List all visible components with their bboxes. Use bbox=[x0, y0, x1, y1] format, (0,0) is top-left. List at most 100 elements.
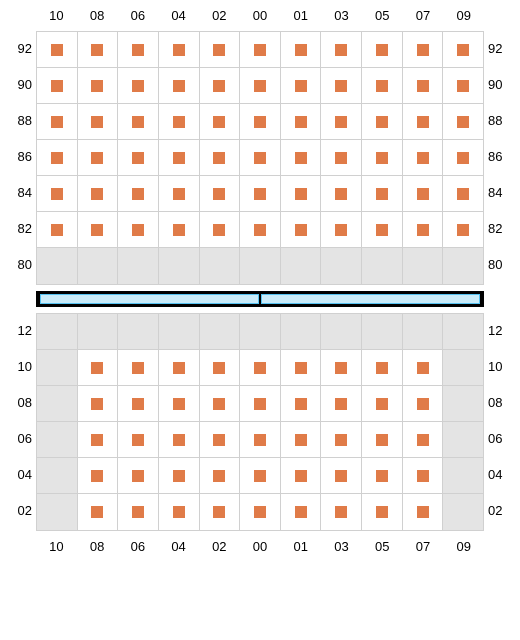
seat-cell[interactable] bbox=[78, 140, 119, 175]
seat-cell[interactable] bbox=[159, 104, 200, 139]
seat-cell[interactable] bbox=[240, 176, 281, 211]
seat-cell[interactable] bbox=[443, 32, 483, 67]
seat-cell[interactable] bbox=[200, 32, 241, 67]
seat-cell[interactable] bbox=[362, 458, 403, 493]
seat-cell[interactable] bbox=[78, 212, 119, 247]
seat-cell[interactable] bbox=[200, 422, 241, 457]
seat-cell[interactable] bbox=[403, 140, 444, 175]
seat-cell[interactable] bbox=[443, 68, 483, 103]
seat-cell[interactable] bbox=[281, 212, 322, 247]
seat-cell[interactable] bbox=[443, 212, 483, 247]
seat-cell[interactable] bbox=[240, 140, 281, 175]
seat-cell[interactable] bbox=[281, 32, 322, 67]
seat-cell[interactable] bbox=[200, 458, 241, 493]
seat-cell[interactable] bbox=[37, 140, 78, 175]
seat-cell[interactable] bbox=[118, 458, 159, 493]
seat-cell[interactable] bbox=[37, 104, 78, 139]
seat-cell[interactable] bbox=[362, 350, 403, 385]
seat-cell[interactable] bbox=[321, 104, 362, 139]
seat-cell[interactable] bbox=[321, 32, 362, 67]
seat-cell[interactable] bbox=[321, 422, 362, 457]
seat-cell[interactable] bbox=[240, 422, 281, 457]
seat-cell[interactable] bbox=[403, 422, 444, 457]
seat-cell[interactable] bbox=[362, 68, 403, 103]
seat-cell[interactable] bbox=[159, 212, 200, 247]
seat-cell[interactable] bbox=[321, 212, 362, 247]
seat-cell[interactable] bbox=[362, 176, 403, 211]
seat-cell[interactable] bbox=[240, 386, 281, 421]
seat-cell[interactable] bbox=[362, 212, 403, 247]
seat-cell[interactable] bbox=[118, 494, 159, 530]
seat-cell[interactable] bbox=[281, 458, 322, 493]
seat-cell[interactable] bbox=[362, 386, 403, 421]
seat-cell[interactable] bbox=[159, 422, 200, 457]
seat-cell[interactable] bbox=[118, 104, 159, 139]
seat-cell[interactable] bbox=[118, 32, 159, 67]
seat-cell[interactable] bbox=[362, 140, 403, 175]
seat-cell[interactable] bbox=[443, 140, 483, 175]
seat-cell[interactable] bbox=[200, 176, 241, 211]
seat-cell[interactable] bbox=[443, 176, 483, 211]
seat-cell[interactable] bbox=[321, 350, 362, 385]
seat-cell[interactable] bbox=[403, 104, 444, 139]
seat-cell[interactable] bbox=[321, 176, 362, 211]
seat-cell[interactable] bbox=[37, 176, 78, 211]
seat-cell[interactable] bbox=[281, 350, 322, 385]
seat-cell[interactable] bbox=[37, 32, 78, 67]
seat-cell[interactable] bbox=[159, 386, 200, 421]
seat-cell[interactable] bbox=[403, 32, 444, 67]
seat-cell[interactable] bbox=[240, 68, 281, 103]
seat-cell[interactable] bbox=[281, 422, 322, 457]
seat-cell[interactable] bbox=[240, 350, 281, 385]
seat-cell[interactable] bbox=[403, 494, 444, 530]
seat-cell[interactable] bbox=[240, 494, 281, 530]
seat-cell[interactable] bbox=[443, 104, 483, 139]
seat-cell[interactable] bbox=[200, 350, 241, 385]
seat-cell[interactable] bbox=[281, 386, 322, 421]
seat-cell[interactable] bbox=[321, 140, 362, 175]
seat-cell[interactable] bbox=[159, 458, 200, 493]
seat-cell[interactable] bbox=[200, 104, 241, 139]
seat-cell[interactable] bbox=[118, 212, 159, 247]
seat-cell[interactable] bbox=[240, 458, 281, 493]
seat-cell[interactable] bbox=[200, 140, 241, 175]
seat-cell[interactable] bbox=[362, 32, 403, 67]
seat-cell[interactable] bbox=[362, 104, 403, 139]
seat-cell[interactable] bbox=[78, 386, 119, 421]
seat-cell[interactable] bbox=[159, 494, 200, 530]
seat-cell[interactable] bbox=[362, 494, 403, 530]
seat-cell[interactable] bbox=[200, 386, 241, 421]
seat-cell[interactable] bbox=[281, 176, 322, 211]
seat-cell[interactable] bbox=[403, 68, 444, 103]
seat-cell[interactable] bbox=[281, 140, 322, 175]
seat-cell[interactable] bbox=[118, 386, 159, 421]
seat-cell[interactable] bbox=[403, 386, 444, 421]
seat-cell[interactable] bbox=[240, 212, 281, 247]
seat-cell[interactable] bbox=[200, 494, 241, 530]
seat-cell[interactable] bbox=[159, 32, 200, 67]
seat-cell[interactable] bbox=[200, 212, 241, 247]
seat-cell[interactable] bbox=[118, 140, 159, 175]
seat-cell[interactable] bbox=[321, 494, 362, 530]
seat-cell[interactable] bbox=[78, 104, 119, 139]
seat-cell[interactable] bbox=[159, 140, 200, 175]
seat-cell[interactable] bbox=[321, 68, 362, 103]
seat-cell[interactable] bbox=[159, 176, 200, 211]
seat-cell[interactable] bbox=[118, 68, 159, 103]
seat-cell[interactable] bbox=[159, 350, 200, 385]
seat-cell[interactable] bbox=[37, 212, 78, 247]
seat-cell[interactable] bbox=[118, 422, 159, 457]
seat-cell[interactable] bbox=[200, 68, 241, 103]
seat-cell[interactable] bbox=[403, 458, 444, 493]
seat-cell[interactable] bbox=[37, 68, 78, 103]
seat-cell[interactable] bbox=[281, 494, 322, 530]
seat-cell[interactable] bbox=[118, 350, 159, 385]
seat-cell[interactable] bbox=[240, 104, 281, 139]
seat-cell[interactable] bbox=[321, 386, 362, 421]
seat-cell[interactable] bbox=[78, 350, 119, 385]
seat-cell[interactable] bbox=[403, 350, 444, 385]
seat-cell[interactable] bbox=[159, 68, 200, 103]
seat-cell[interactable] bbox=[362, 422, 403, 457]
seat-cell[interactable] bbox=[240, 32, 281, 67]
seat-cell[interactable] bbox=[281, 104, 322, 139]
